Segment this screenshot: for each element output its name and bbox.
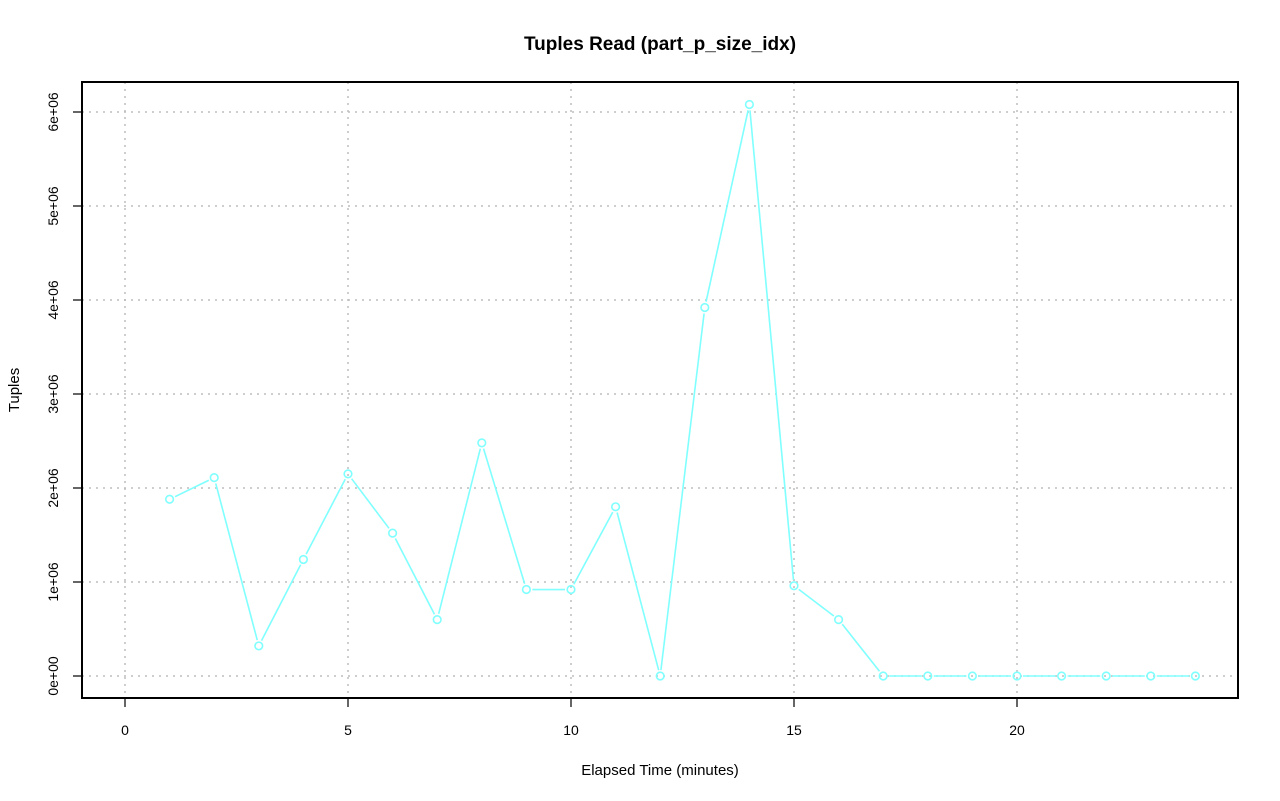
chart-title: Tuples Read (part_p_size_idx) xyxy=(524,34,796,55)
y-tick-label: 2e+06 xyxy=(45,468,61,508)
data-point xyxy=(254,641,264,651)
series-line-segment xyxy=(616,512,660,671)
grid-lines xyxy=(82,82,1238,698)
y-axis: 0e+00 1e+06 2e+06 3e+06 4e+06 5e+06 6e+06 xyxy=(45,92,82,696)
series-line-segment xyxy=(394,538,436,615)
data-point xyxy=(209,473,219,483)
data-point xyxy=(388,528,398,538)
data-point xyxy=(967,671,978,681)
y-tick-label: 3e+06 xyxy=(45,374,61,414)
data-point xyxy=(878,671,888,681)
x-tick-label: 0 xyxy=(121,722,129,738)
data-point xyxy=(298,554,309,565)
data-point xyxy=(1146,671,1156,681)
data-point xyxy=(1056,671,1067,681)
y-tick-label: 1e+06 xyxy=(45,562,61,602)
series-line-segment xyxy=(350,478,390,529)
data-point xyxy=(1190,671,1200,681)
data-point xyxy=(833,614,844,625)
series-line-segment xyxy=(214,483,259,641)
series-line-segment xyxy=(573,511,614,585)
data-point xyxy=(923,671,933,681)
data-point xyxy=(477,438,487,448)
data-point xyxy=(655,671,665,681)
x-axis-label: Elapsed Time (minutes) xyxy=(581,762,739,779)
x-tick-label: 5 xyxy=(344,722,352,738)
x-tick-label: 15 xyxy=(786,722,802,738)
x-tick-label: 20 xyxy=(1009,722,1025,738)
y-tick-label: 6e+06 xyxy=(45,92,61,132)
data-point xyxy=(1101,671,1111,681)
series-line-segment xyxy=(260,564,302,641)
series-line-segment xyxy=(705,110,749,302)
series-line-segment xyxy=(660,313,705,671)
data-point xyxy=(1012,671,1022,681)
y-tick-label: 4e+06 xyxy=(45,280,61,320)
x-tick-label: 10 xyxy=(563,722,579,738)
series-line-segment xyxy=(437,448,482,614)
series-line-segment xyxy=(798,588,835,617)
plot-frame xyxy=(81,81,1239,699)
data-point xyxy=(700,302,710,313)
series-line-segment xyxy=(841,623,881,672)
data-point xyxy=(610,502,621,512)
data-point xyxy=(744,99,755,110)
data-point xyxy=(432,614,442,625)
data-point xyxy=(521,584,532,595)
data-point xyxy=(789,581,799,591)
x-axis: 0 5 10 15 20 xyxy=(121,698,1025,738)
series-line-segment xyxy=(174,479,210,498)
series-line-segment xyxy=(305,478,346,555)
series-line-segment xyxy=(749,110,795,580)
series-line-segment xyxy=(482,448,526,585)
data-point xyxy=(566,584,576,595)
series-group xyxy=(165,99,1200,681)
y-tick-label: 5e+06 xyxy=(45,186,61,226)
y-tick-label: 0e+00 xyxy=(45,656,61,696)
y-axis-label: Tuples xyxy=(6,368,23,412)
data-point xyxy=(343,469,353,479)
data-point xyxy=(165,494,175,504)
